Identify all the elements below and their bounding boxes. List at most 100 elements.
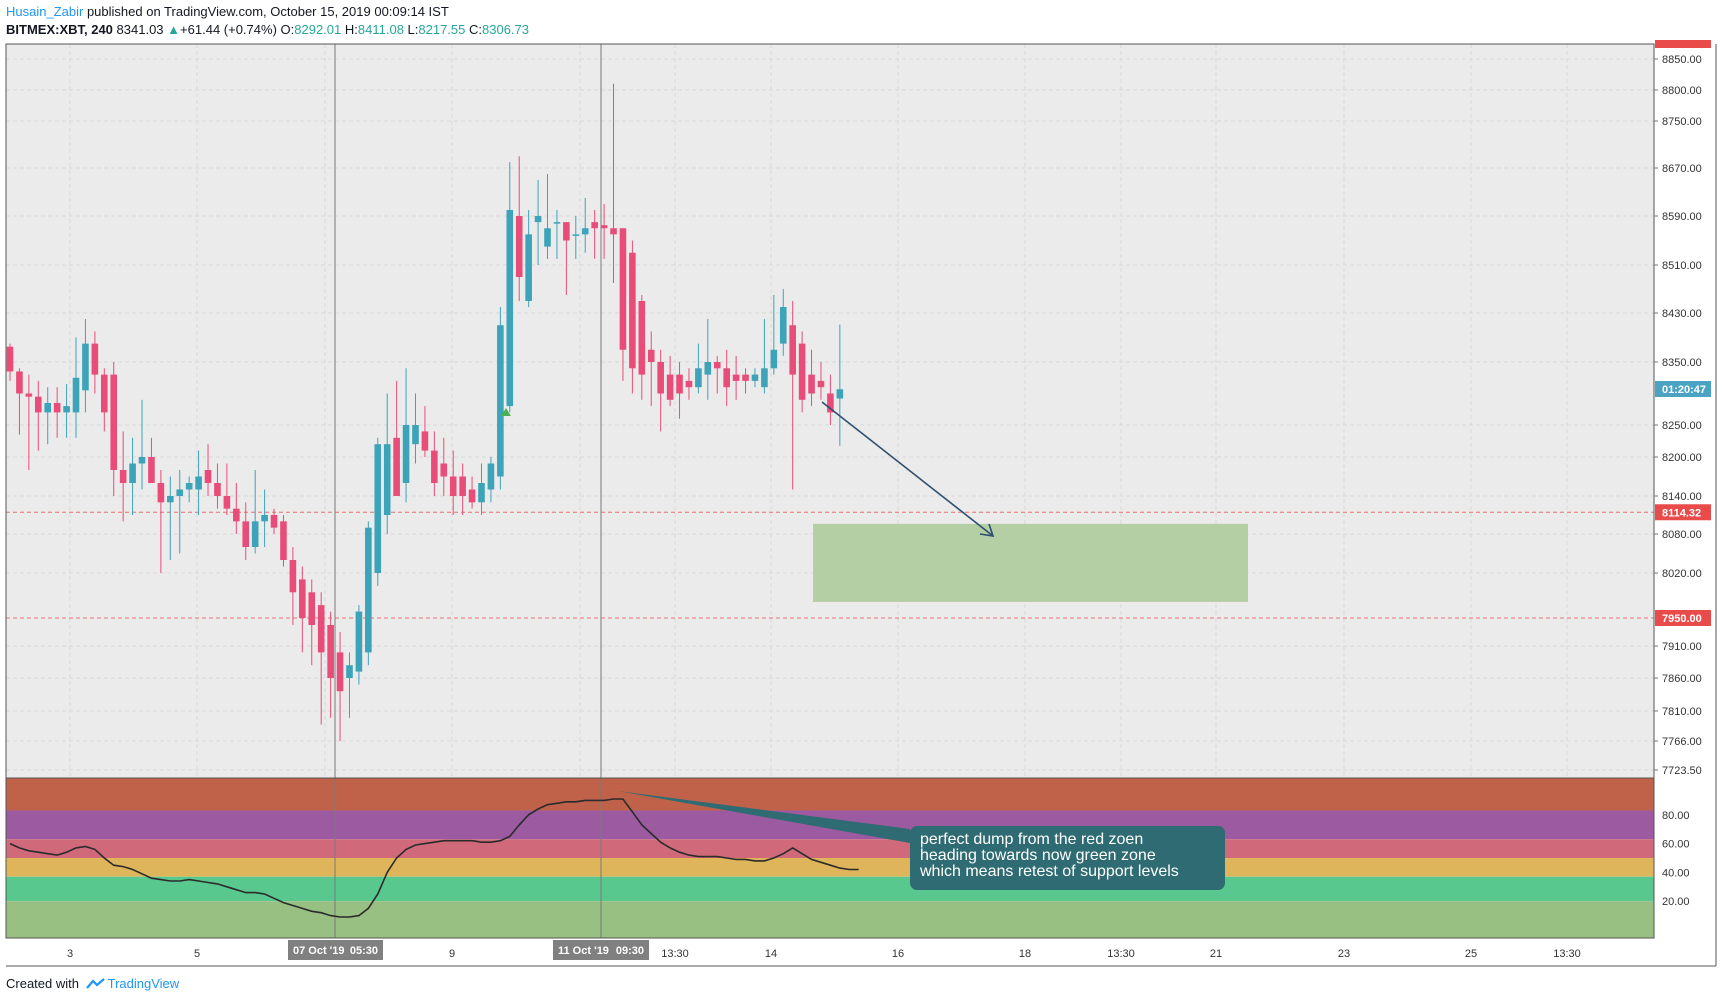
candle-body [742,374,749,381]
candle-body [723,368,730,388]
candle-body [383,444,391,515]
price-tick-label: 8250.00 [1662,420,1702,432]
candle-body [34,396,42,413]
candle-body [374,444,382,573]
price-tick-label: 8510.00 [1662,260,1702,272]
candle-body [770,349,778,369]
open-value: 8292.01 [294,22,342,37]
open-label: O: [280,22,295,37]
time-axis-labels[interactable]: 3 5 9 13:30 14 16 18 13:30 21 23 25 13:30 07 Oct '19… [67,940,1581,960]
candle-body [365,527,372,653]
candle-body [459,476,466,496]
crosshair-time-label: 05:30 [350,945,378,957]
callout-pointer [618,791,910,843]
candle-body [591,222,598,229]
candle-body [233,508,240,522]
price-tick-label: 8430.00 [1662,308,1702,320]
candle-body [478,483,485,503]
price-tick-label: 8750.00 [1662,116,1702,128]
candle-body [214,483,221,496]
publish-text: published on TradingView.com, October 15… [86,4,449,19]
horizontal-price-lines[interactable] [6,511,1654,619]
time-tick-label: 16 [892,948,904,960]
candle-body [53,402,61,413]
candle-body [308,592,316,625]
close-value: 8306.73 [482,22,530,37]
high-label: H: [344,22,358,37]
price-tag-top [1655,40,1711,48]
candle-body [355,611,363,672]
candle-body [63,406,70,413]
candle-body [544,228,551,247]
candle-body [497,325,504,477]
candle-body [280,521,287,560]
indicator-band [6,858,1654,877]
candle-body [563,222,570,241]
candle-body [525,234,532,301]
publish-info: Husain_Zabir published on TradingView.co… [6,4,449,20]
candle-body [798,343,806,400]
symbol-name[interactable]: BITMEX:XBT, 240 [6,22,113,37]
candle-body [487,463,495,490]
time-tick-label: 25 [1465,948,1477,960]
price-change: +61.44 (+0.74%) [180,22,277,37]
price-tick-label: 8350.00 [1662,357,1702,369]
price-tick-label: 8200.00 [1662,452,1702,464]
candle-body [138,457,146,464]
price-tick-label: 8800.00 [1662,85,1702,97]
up-arrow-icon: ▲ [167,22,181,37]
price-tag [1655,504,1711,521]
candle-body [732,374,740,381]
price-tick-label: 8670.00 [1662,163,1702,175]
time-tick-label: 13:30 [1107,948,1135,960]
candle-body [704,362,712,375]
crosshair-date-label: 11 Oct '19 [558,945,609,957]
price-tick-label: 7910.00 [1662,641,1702,653]
time-tick-label: 23 [1338,948,1350,960]
close-label: C: [469,22,483,37]
indicator-axis-labels: 80.00 60.00 40.00 20.00 [1662,810,1690,908]
candle-body [431,450,438,483]
grid-lines [6,44,1654,778]
indicator-bands [6,778,1654,938]
target-zone-box[interactable] [813,523,1248,602]
price-axis-labels[interactable]: 8850.00 8800.00 8750.00 8670.00 8590.00 8510.… [1654,54,1702,777]
candle-body [713,362,721,369]
low-label: L: [407,22,419,37]
price-tick-label: 7810.00 [1662,706,1702,718]
low-value: 8217.55 [418,22,466,37]
tradingview-link[interactable]: TradingView [107,976,180,991]
candle-body [393,437,400,496]
candle-body [72,377,80,413]
trend-arrow[interactable] [821,401,994,537]
candle-body [251,521,259,547]
indicator-band [6,901,1654,938]
candle-body [468,489,476,503]
candle-body [449,476,457,496]
candle-body [610,228,617,235]
candle-body [336,652,344,692]
price-tag-label: 8114.32 [1662,507,1701,519]
indicator-band [6,778,1654,811]
indicator-tick-label: 40.00 [1662,867,1690,879]
candle-body [317,605,325,653]
author-link[interactable]: Husain_Zabir [6,4,84,19]
candle-body [157,483,165,503]
candle-body [91,343,99,375]
candle-body [6,346,14,372]
candle-body [270,515,278,528]
candle-body [16,371,23,394]
footer: Created with TradingView [6,976,179,992]
indicator-tick-label: 20.00 [1662,896,1690,908]
candle-body [647,349,655,362]
candle-body [101,374,108,413]
candle-body [515,216,523,277]
candle-body [327,625,334,678]
candle-body [553,222,561,224]
annotation-callout[interactable]: perfect dump from the red zoen heading t… [910,826,1225,890]
candle-body [581,228,589,235]
candle-body [289,560,297,593]
candle-body [421,431,429,451]
time-tick-label: 18 [1019,948,1031,960]
